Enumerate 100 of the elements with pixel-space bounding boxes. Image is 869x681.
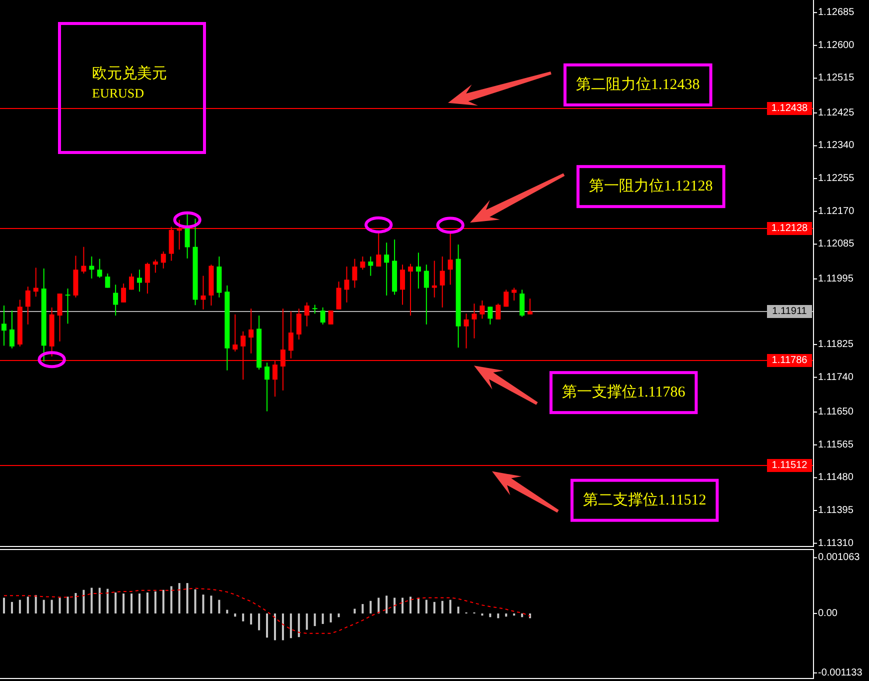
candlestick	[296, 308, 302, 340]
bar	[290, 613, 292, 638]
line-series	[3, 588, 531, 634]
bar	[114, 592, 117, 614]
y-tick-label: 1.12425	[818, 107, 855, 118]
ref-line-label: 1.12128	[771, 223, 808, 234]
title-box: 欧元兑美元 EURUSD	[58, 22, 206, 154]
bar	[82, 590, 85, 614]
y-tick-label: 1.12340	[818, 140, 855, 152]
candlestick	[512, 287, 517, 302]
bar	[218, 600, 220, 614]
bar	[2, 598, 5, 614]
y-tick-label: 1.11480	[818, 472, 854, 484]
y-tick-label: 1.12085	[818, 238, 855, 250]
annotation: 第二阻力位1.12438	[564, 63, 712, 106]
candlestick	[129, 273, 134, 290]
bar	[322, 613, 324, 624]
bar	[338, 613, 340, 618]
bar	[178, 583, 180, 614]
candlestick	[113, 284, 118, 316]
bar	[441, 600, 444, 614]
bar	[457, 606, 460, 614]
candlestick	[81, 246, 86, 274]
candlestick	[424, 264, 429, 325]
candlestick	[432, 260, 437, 298]
candlestick	[121, 283, 126, 303]
candlestick	[65, 288, 70, 324]
bar	[154, 591, 156, 614]
candlestick	[232, 314, 238, 352]
bar	[234, 613, 236, 617]
candlestick	[464, 313, 469, 349]
bar	[354, 608, 356, 614]
y-tick-label: 1.11310	[818, 538, 854, 549]
annotation: 第二支撑位1.11512	[583, 491, 706, 508]
candlestick	[416, 252, 421, 290]
bar	[18, 600, 21, 614]
bar	[298, 613, 300, 638]
candlestick	[160, 251, 166, 269]
ref-line-label: 1.11786	[772, 355, 808, 366]
annotation: 第二阻力位1.12438	[576, 76, 700, 93]
bar	[266, 613, 268, 638]
y-tick-label: 1.12600	[818, 40, 855, 51]
bar	[433, 602, 436, 614]
bar	[481, 613, 484, 616]
bar	[378, 598, 380, 614]
bar	[162, 590, 164, 614]
bar	[306, 613, 308, 630]
candlestick	[376, 232, 382, 268]
bar	[370, 600, 372, 614]
candlestick	[248, 308, 254, 354]
candlestick	[144, 262, 150, 294]
bar	[202, 594, 204, 614]
bar	[282, 613, 284, 640]
bar	[42, 600, 45, 614]
candlestick	[496, 303, 501, 320]
annotation: 第二支撑位1.11512	[570, 478, 719, 522]
candlestick	[136, 269, 142, 292]
bar	[521, 613, 524, 618]
bar	[146, 592, 148, 614]
y-tick-label: 0.00	[818, 608, 838, 619]
candlestick	[504, 289, 509, 308]
y-tick-label: 0.001063	[818, 552, 860, 564]
y-tick-label: 1.12685	[818, 7, 855, 18]
y-tick-label: 1.11650	[818, 406, 854, 418]
bar	[226, 610, 228, 614]
bar	[409, 596, 412, 614]
candlestick	[448, 231, 453, 286]
ref-label: 1.11786	[767, 354, 812, 367]
candlestick	[344, 266, 350, 303]
bar	[330, 613, 332, 622]
bar	[26, 596, 29, 614]
annotation: 第一支撑位1.11786	[562, 384, 686, 401]
bar	[58, 598, 61, 614]
annotation: 第一阻力位1.12128	[589, 178, 713, 195]
y-tick-label: 1.11565	[818, 439, 854, 450]
bar	[98, 588, 101, 614]
bar	[66, 596, 69, 614]
bar	[258, 613, 260, 630]
ref-line-label: 1.11911	[772, 306, 808, 317]
y-tick-label: 1.12170	[818, 206, 855, 217]
candlestick	[25, 286, 30, 325]
bar	[130, 594, 133, 614]
candlestick	[97, 258, 102, 278]
candlestick	[264, 362, 270, 412]
y-tick-label: 1.12255	[818, 173, 855, 184]
candlestick	[152, 259, 158, 274]
candlestick	[328, 310, 334, 325]
y-tick-label: -0.001133	[818, 667, 863, 678]
candlestick	[384, 242, 390, 296]
candlestick	[184, 213, 190, 259]
bar	[194, 589, 196, 614]
bar	[34, 595, 37, 614]
bar	[497, 613, 500, 618]
candlestick	[520, 289, 525, 318]
bar	[186, 583, 188, 614]
bar	[402, 598, 404, 614]
candlestick	[33, 267, 38, 298]
candlestick	[1, 305, 6, 346]
y-tick-label: 1.11825	[818, 339, 854, 350]
bar	[449, 600, 452, 614]
